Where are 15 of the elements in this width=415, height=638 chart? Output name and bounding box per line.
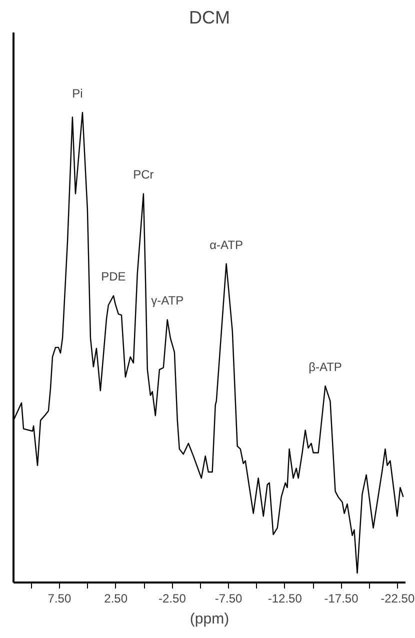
annotation: α-ATP xyxy=(210,238,243,252)
annotation: γ-ATP xyxy=(151,294,184,308)
x-tick-label: -12.50 xyxy=(268,592,302,606)
annotation: PCr xyxy=(133,168,154,182)
annotation: β-ATP xyxy=(308,360,342,374)
x-tick-label: -22.50 xyxy=(380,592,415,606)
annotation: PDE xyxy=(101,270,126,284)
x-axis-title: (ppm) xyxy=(190,610,230,628)
x-tick-label: -17.50 xyxy=(324,592,359,606)
x-tick-label: -2.50 xyxy=(158,592,186,606)
annotation: Pi xyxy=(72,86,83,100)
chart-title: DCM xyxy=(189,8,230,28)
x-tick-label: 7.50 xyxy=(48,592,72,606)
x-tick-label: -7.50 xyxy=(214,592,243,606)
x-tick-label: 2.50 xyxy=(104,592,128,606)
